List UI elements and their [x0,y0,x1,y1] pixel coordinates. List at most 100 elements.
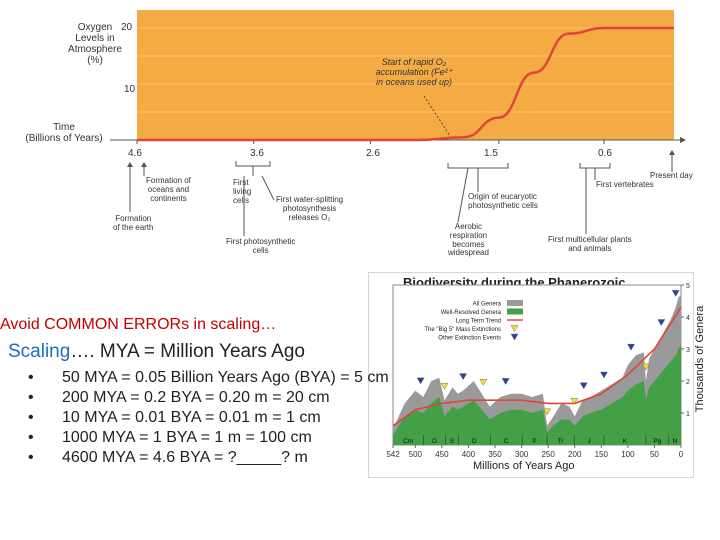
bullet-icon: • [28,369,34,386]
oxygen-x-tick-label: 4.6 [128,148,142,159]
event-label: First multicellular plants and animals [548,235,632,253]
big5-extinction-marker [570,398,579,405]
oxygen-y-label-line: Levels in [75,33,115,44]
legend-label: All Genera [473,302,502,308]
oxygen-x-tick-label: 3.6 [250,148,264,159]
bullet-icon: • [28,449,34,466]
bio-x-tick-label: 150 [595,450,609,459]
other-extinction-marker [416,377,425,385]
annotation-line: accumulation (Fe²⁺ [375,66,453,77]
legend-label: Well-Resolved Genera [441,310,502,316]
big5-extinction-marker [642,363,650,371]
biodiversity-x-label: Millions of Years Ago [473,460,575,472]
period-label: Tr [558,438,565,445]
list-item-text: 1000 MYA = 1 BYA = 1 m = 100 cm [62,429,312,446]
oxygen-event-markers [127,150,675,236]
oxygen-x-label: Time (Billions of Years) [14,122,114,144]
list-item-text: 200 MYA = 0.2 BYA = 0.20 m = 20 cm [62,389,330,406]
bio-x-tick-label: 100 [621,450,635,459]
oxygen-y-tick: 20 [121,22,133,33]
event-label: Present day [650,171,693,180]
period-label: P [532,438,536,445]
oxygen-x-label-line: Time [53,122,75,133]
legend-label: The "Big 5" Mass Extinctions [424,327,501,333]
bio-y-tick-label: 5 [686,283,690,290]
bio-x-tick-label: 400 [462,450,476,459]
bio-x-tick-label: 50 [650,450,659,459]
conversion-list: • 50 MYA = 0.05 Billion Years Ago (BYA) =… [12,368,389,468]
other-extinction-marker [579,382,588,390]
oxygen-gridlines [137,27,674,113]
oxygen-y-label-line: Oxygen [77,22,113,33]
period-label: O [432,438,437,445]
period-label: Cm [403,438,413,445]
other-extinction-marker [627,343,635,351]
oxygen-chart-plot [110,10,686,236]
oxygen-y-tick: 10 [124,84,136,95]
event-connector [261,175,275,201]
series-long-term-trend [392,306,682,427]
event-arrowhead [127,162,133,167]
legend-label: Other Extinction Events [438,336,501,342]
period-label: S [450,438,455,445]
list-item-text: 4600 MYA = 4.6 BYA = ?_____? m [62,449,308,466]
period-label: K [623,438,628,445]
period-label: D [472,438,477,445]
scaling-rest: …. MYA = Million Years Ago [70,341,305,362]
oxygen-time-axis-arrow [680,137,686,143]
bullet-icon: • [28,389,34,406]
big5-extinction-marker [440,382,449,390]
event-label: Formation of oceans and continents [146,176,191,203]
event-label: Formation of the earth [113,214,154,232]
legend-swatch [510,333,519,341]
oxygen-y-label: Oxygen Levels in Atmosphere (%) [60,22,130,66]
legend-swatch [507,308,523,315]
bullet-icon: • [28,409,34,426]
bio-x-tick-label: 250 [541,450,555,459]
list-item-text: 50 MYA = 0.05 Billion Years Ago (BYA) = … [62,369,389,386]
oxygen-y-label-line: Atmosphere [68,44,122,55]
event-bracket [579,163,611,169]
other-extinction-marker [459,373,467,380]
event-label: First living cells [233,178,252,205]
bio-x-tick-label: 500 [409,450,423,459]
bio-x-tick-label: 300 [515,450,529,459]
annotation-line: Start of rapid O₂ [381,57,447,67]
biodiversity-y-label: Thousands of Genera [694,305,706,413]
oxygen-x-tick-label: 2.6 [366,148,380,159]
legend-label: Long Term Trend [456,319,501,325]
list-item: • 200 MYA = 0.2 BYA = 0.20 m = 20 cm [12,388,389,408]
bio-x-tick-label: 0 [679,450,684,459]
event-label: First photosynthetic cells [226,237,296,255]
oxygen-x-tick-label: 1.5 [484,148,498,159]
bio-y-tick-label: 4 [686,315,690,322]
event-bracket [447,163,509,169]
list-item: • 50 MYA = 0.05 Billion Years Ago (BYA) =… [12,368,389,388]
annotation-line: in oceans used up) [375,76,453,87]
event-bracket [235,161,271,167]
event-label: First vertebrates [596,180,654,189]
bio-y-tick-label: 3 [686,347,690,354]
oxygen-curve [137,26,674,142]
legend-swatch [507,300,523,306]
period-label: Pg [653,438,661,445]
list-item: • 4600 MYA = 4.6 BYA = ?_____? m [12,448,389,468]
bio-x-tick-label: 450 [435,450,449,459]
event-arrowhead [141,162,147,167]
list-item: • 10 MYA = 0.01 BYA = 0.01 m = 1 cm [12,408,389,428]
oxygen-x-tick-label: 0.6 [598,148,612,159]
heading-avoid-errors: Avoid COMMON ERRORs in scaling… [0,316,277,333]
other-extinction-marker [600,371,608,379]
series-well-resolved-genera [393,345,681,445]
event-label: Aerobic respiration becomes widespread [448,222,489,258]
bio-x-tick-label: 200 [568,450,582,459]
legend-swatch [510,325,519,332]
bullet-icon: • [28,429,34,446]
event-label: Origin of eucaryotic photosynthetic cell… [468,192,538,210]
bio-y-tick-label: 2 [686,379,690,386]
bio-x-tick-label: 350 [488,450,502,459]
list-item: • 1000 MYA = 1 BYA = 1 m = 100 cm [12,428,389,448]
oxygen-y-label-line: (%) [87,55,103,66]
